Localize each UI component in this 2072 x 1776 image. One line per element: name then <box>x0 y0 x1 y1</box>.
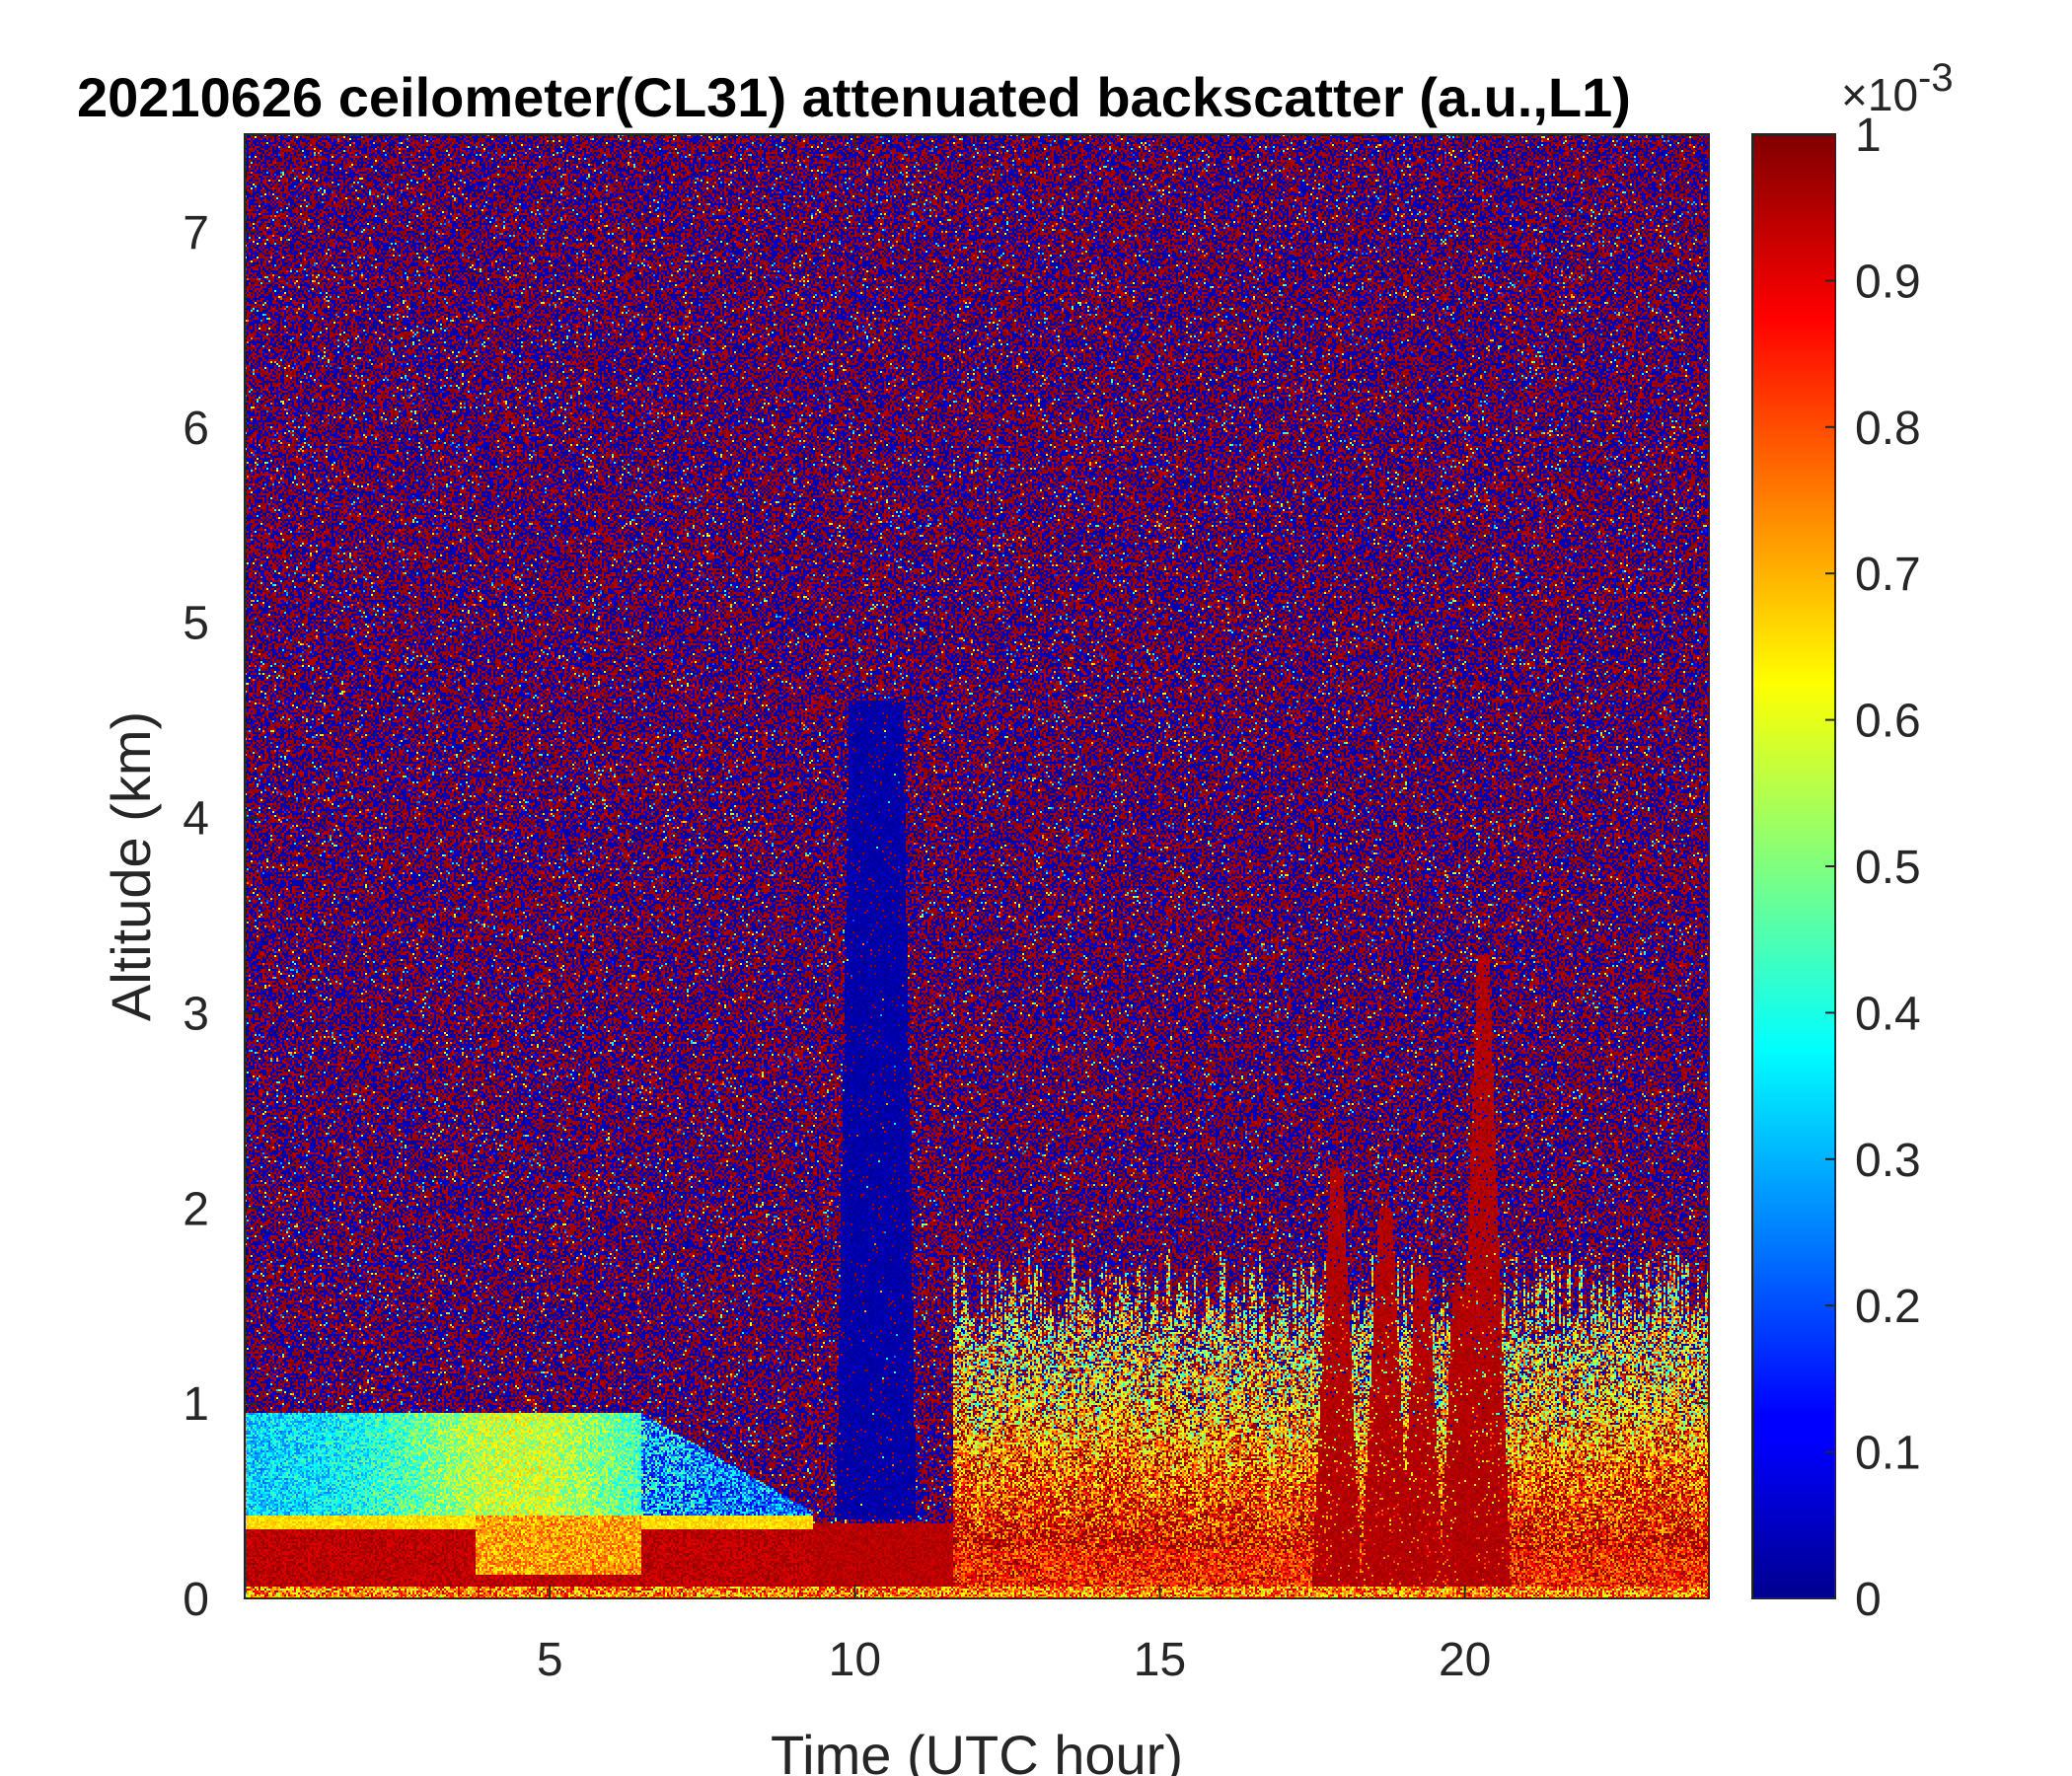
x-axis: 5 10 15 20 <box>537 134 1491 1686</box>
x-tick-label: 5 <box>537 1634 563 1686</box>
colorbar-tick-label: 0.6 <box>1855 696 1921 748</box>
colorbar-tick-label: 0.8 <box>1855 403 1921 455</box>
x-tick-label: 20 <box>1439 1634 1491 1686</box>
x-axis-label: Time (UTC hour) <box>771 1724 1183 1776</box>
y-axis-label: Altitude (km) <box>100 711 162 1021</box>
colorbar-tick-label: 0.5 <box>1855 842 1921 894</box>
y-tick-label: 6 <box>183 403 209 455</box>
y-tick-label: 2 <box>183 1183 209 1235</box>
colorbar-tick-label: 0.2 <box>1855 1281 1921 1333</box>
y-tick-label: 7 <box>183 207 209 259</box>
heatmap-plot-area <box>245 134 1709 1598</box>
chart-title: 20210626 ceilometer(CL31) attenuated bac… <box>77 66 1631 128</box>
colorbar-tick-label: 0.1 <box>1855 1428 1921 1480</box>
y-tick-label: 1 <box>183 1378 209 1431</box>
plot-frame <box>244 133 1710 1599</box>
y-tick-label: 5 <box>183 598 209 650</box>
colorbar-tick-label: 0.4 <box>1855 988 1921 1040</box>
colorbar-tick-label: 1 <box>1855 110 1882 162</box>
colorbar-tick-label: 0.7 <box>1855 549 1921 601</box>
colorbar <box>1751 133 1836 1599</box>
y-tick-label: 0 <box>183 1574 209 1626</box>
colorbar-axis: 0 0.1 0.2 0.3 0.4 0.5 0.6 0.7 0.8 0.9 1 <box>1825 110 1921 1626</box>
y-tick-label: 4 <box>183 793 209 846</box>
x-tick-label: 10 <box>829 1634 881 1686</box>
x-tick-label: 15 <box>1134 1634 1186 1686</box>
y-axis: 0 1 2 3 4 5 6 7 <box>183 207 1709 1626</box>
colorbar-tick-label: 0 <box>1855 1574 1882 1626</box>
y-tick-label: 3 <box>183 988 209 1040</box>
colorbar-tick-label: 0.9 <box>1855 256 1921 308</box>
colorbar-tick-label: 0.3 <box>1855 1135 1921 1187</box>
colorbar-multiplier: ×10-3 <box>1841 56 1954 120</box>
heatmap-image <box>245 134 1709 1598</box>
